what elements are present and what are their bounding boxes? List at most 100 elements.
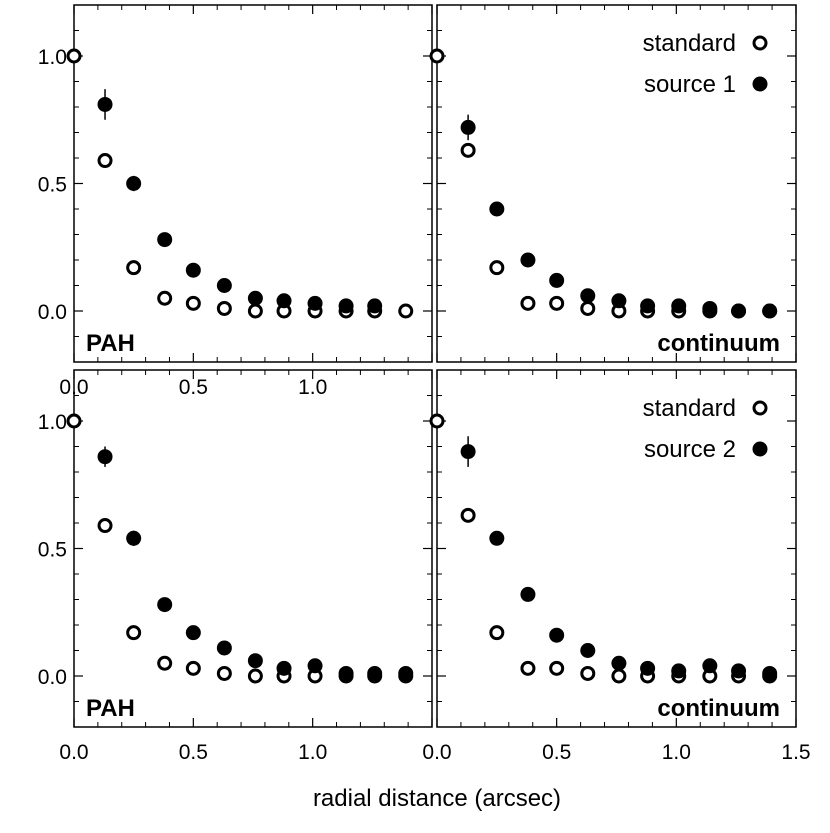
data-point-open — [66, 413, 82, 429]
x-tick-label: 0.0 — [59, 741, 88, 764]
data-point-filled — [489, 530, 505, 546]
data-point-open — [216, 300, 232, 316]
data-point-filled — [126, 176, 142, 191]
data-point-open — [398, 303, 414, 319]
data-point-open — [97, 153, 113, 169]
x-tick-label: 1.5 — [781, 741, 810, 764]
data-point-filled — [580, 643, 596, 658]
data-point-filled — [338, 665, 354, 681]
data-point-open — [580, 665, 596, 681]
x-axis-title: radial distance (arcsec) — [313, 785, 561, 812]
data-point-open — [429, 48, 445, 64]
panel-label: PAH — [86, 695, 135, 722]
data-point-filled — [580, 288, 596, 304]
data-point-open — [247, 668, 263, 684]
y-tick-label: 1.0 — [38, 46, 67, 69]
y-tick-label: 0.0 — [38, 301, 67, 324]
data-point-filled — [671, 663, 687, 679]
data-point-open — [460, 142, 476, 158]
data-point-filled — [157, 597, 173, 613]
legend-label: source 1 — [644, 71, 736, 98]
y-tick-label: 0.0 — [38, 666, 67, 689]
data-point-open — [185, 660, 201, 676]
y-tick-label: 1.0 — [38, 411, 67, 434]
data-point-filled — [338, 298, 354, 314]
data-point-filled — [367, 665, 383, 681]
data-point-filled — [671, 298, 687, 314]
data-point-filled — [611, 293, 627, 309]
data-point-filled — [247, 290, 263, 306]
data-point-open — [216, 665, 232, 681]
data-point-open — [611, 668, 627, 684]
data-point-open — [126, 625, 142, 641]
legend-label: standard — [643, 395, 736, 422]
data-point-open — [489, 625, 505, 641]
data-point-filled — [520, 252, 536, 268]
legend-marker-open — [752, 400, 768, 416]
data-point-filled — [157, 232, 173, 248]
y-tick-label: 0.5 — [38, 539, 67, 562]
data-point-open — [489, 260, 505, 276]
data-point-filled — [702, 300, 718, 316]
data-point-open — [520, 660, 536, 676]
panel-2: continuum standard source 1 — [429, 4, 797, 363]
legend-label: source 2 — [644, 436, 736, 463]
data-point-open — [126, 260, 142, 276]
data-point-filled — [731, 663, 747, 679]
x-tick-label: 0.5 — [542, 741, 571, 764]
x-tick-label: 1.0 — [662, 741, 691, 764]
data-point-open — [549, 295, 565, 311]
data-point-filled — [762, 665, 778, 681]
x-tick-label: 0.5 — [179, 741, 208, 764]
data-point-filled — [640, 660, 656, 676]
data-point-open — [460, 507, 476, 523]
data-point-filled — [216, 640, 232, 656]
data-point-open — [429, 413, 445, 429]
data-point-filled — [307, 295, 323, 311]
data-point-filled — [611, 655, 627, 671]
data-point-filled — [460, 444, 476, 460]
panels: 0.0 0.5 1.0 0.0 0.5 1.0 PAH continuum standard so… — [38, 4, 811, 764]
data-point-open — [580, 300, 596, 316]
panel-label: PAH — [86, 330, 135, 357]
data-point-filled — [549, 272, 565, 288]
data-point-filled — [640, 298, 656, 314]
data-point-filled — [367, 298, 383, 314]
x-tick-label: 0.5 — [179, 376, 208, 399]
data-point-open — [185, 295, 201, 311]
data-point-filled — [731, 303, 747, 319]
data-point-filled — [549, 627, 565, 643]
data-point-open — [520, 295, 536, 311]
data-point-filled — [489, 201, 505, 217]
data-point-filled — [247, 653, 263, 669]
data-point-open — [66, 48, 82, 64]
legend-marker-filled — [752, 441, 768, 457]
data-point-filled — [97, 449, 113, 465]
data-point-filled — [216, 278, 232, 293]
data-point-filled — [307, 658, 323, 674]
data-point-filled — [185, 262, 201, 278]
x-tick-label: 1.0 — [298, 741, 327, 764]
legend-marker-open — [752, 35, 768, 51]
data-point-open — [549, 660, 565, 676]
x-tick-label: 0.0 — [422, 741, 451, 764]
legend-label: standard — [643, 30, 736, 57]
data-point-filled — [276, 660, 292, 676]
data-point-open — [157, 655, 173, 671]
panel-3: 0.0 0.5 1.0 0.0 0.5 1.0 PAH — [38, 369, 433, 764]
data-point-open — [247, 303, 263, 319]
data-point-filled — [126, 530, 142, 546]
panel-label: continuum — [657, 695, 780, 722]
data-point-filled — [97, 96, 113, 112]
data-point-open — [97, 518, 113, 534]
data-point-open — [157, 290, 173, 306]
data-point-filled — [762, 303, 778, 319]
data-point-filled — [185, 625, 201, 641]
data-point-filled — [398, 665, 414, 681]
y-tick-label: 0.5 — [38, 174, 67, 197]
panel-label: continuum — [657, 330, 780, 357]
data-point-filled — [702, 658, 718, 674]
